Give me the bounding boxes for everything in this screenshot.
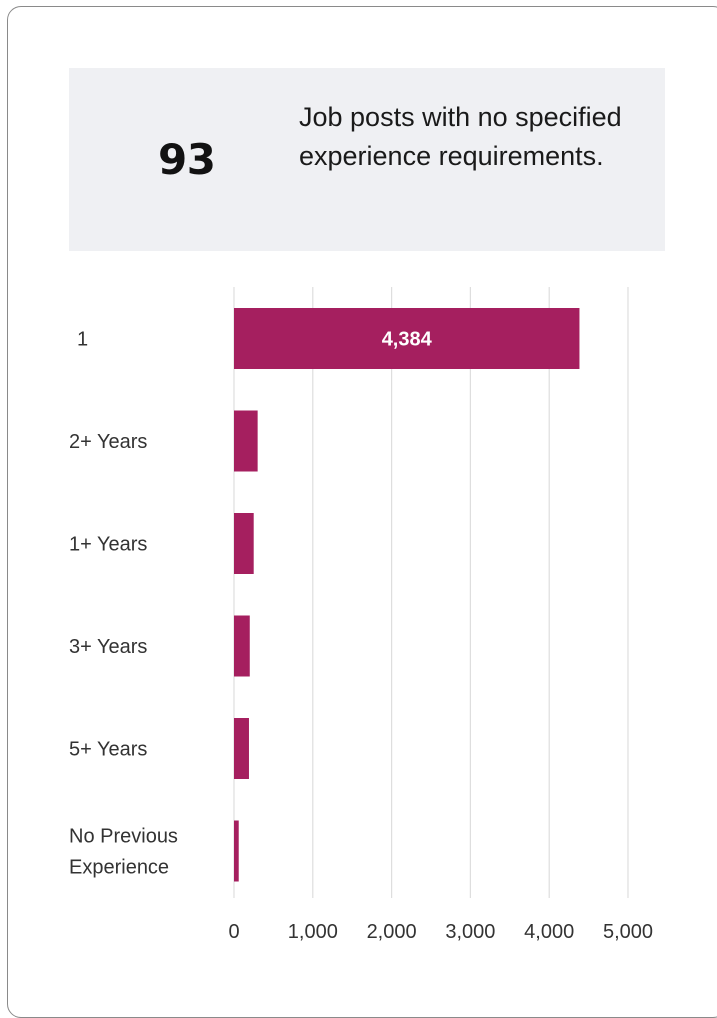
- category-label: 1+ Years: [69, 534, 147, 556]
- category-label: No Previous Experience: [69, 826, 178, 879]
- x-axis-tick-labels: 0 1,000 2,000 3,000 4,000 5,000: [228, 921, 653, 943]
- x-tick-label: 4,000: [524, 921, 574, 943]
- category-label: 5+ Years: [69, 739, 147, 761]
- x-tick-label: 5,000: [603, 921, 653, 943]
- x-tick-label: 2,000: [367, 921, 417, 943]
- bar[interactable]: [234, 308, 580, 369]
- bar[interactable]: [234, 513, 254, 574]
- x-tick-label: 1,000: [288, 921, 338, 943]
- category-labels: 1 2+ Years 1+ Years 3+ Years 5+ Years No Prev…: [69, 329, 178, 879]
- stat-description: Job posts with no specified experience r…: [299, 102, 622, 171]
- gridlines: [233, 287, 629, 898]
- stat-number: 93: [158, 135, 216, 184]
- x-tick-label: 0: [228, 921, 239, 943]
- bars: 4,384: [234, 308, 580, 882]
- bar[interactable]: [234, 615, 250, 677]
- bar[interactable]: [234, 410, 258, 472]
- category-label: 2+ Years: [69, 431, 147, 453]
- bar-data-label: 4,384: [382, 329, 433, 351]
- bar[interactable]: [234, 718, 249, 779]
- stat-box: [69, 68, 665, 251]
- category-label: 1: [77, 329, 88, 351]
- x-tick-label: 3,000: [445, 921, 495, 943]
- category-label: 3+ Years: [69, 636, 147, 658]
- bar[interactable]: [234, 820, 239, 882]
